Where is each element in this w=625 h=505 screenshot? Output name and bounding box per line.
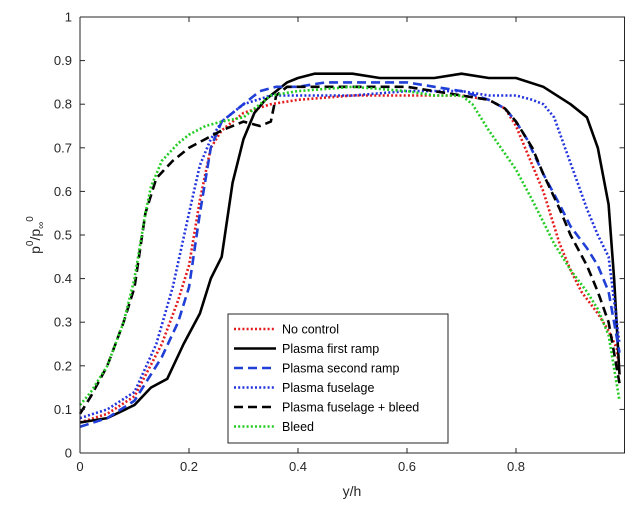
- series-line-2: [79, 72, 621, 424]
- y-axis-label: p0/p∞0: [25, 216, 47, 254]
- series-line-5: [78, 85, 621, 415]
- y-label-sub: /p: [27, 229, 43, 241]
- y-tick-label: 0.1: [54, 402, 72, 417]
- legend-label: Plasma first ramp: [282, 342, 379, 356]
- legend-label: Plasma second ramp: [282, 362, 399, 376]
- y-label-inf: ∞: [36, 222, 47, 229]
- legend-label: No control: [282, 323, 339, 337]
- legend-label: Bleed: [282, 420, 314, 434]
- y-tick-label: 0.3: [54, 315, 72, 330]
- y-tick-label: 1: [65, 10, 72, 25]
- x-tick-label: 0: [76, 459, 83, 474]
- y-tick-label: 0.2: [54, 358, 72, 373]
- y-label-base: p: [27, 246, 43, 254]
- x-axis-label: y/h: [343, 483, 362, 499]
- legend-label: Plasma fuselage: [282, 381, 374, 395]
- x-tick-label: 0.4: [289, 459, 307, 474]
- y-tick-label: 0: [65, 446, 72, 461]
- x-tick-label: 0.6: [398, 459, 416, 474]
- y-tick-label: 0.6: [54, 184, 72, 199]
- y-label-sup-top: 0: [25, 240, 36, 246]
- x-tick-label: 0.2: [180, 459, 198, 474]
- series-line-1: [79, 94, 621, 424]
- y-tick-label: 0.5: [54, 228, 72, 243]
- svg-text:p0/p∞0: p0/p∞0: [25, 216, 47, 254]
- series-layer: [78, 72, 621, 429]
- series-line-3: [79, 81, 621, 429]
- y-tick-label: 0.7: [54, 140, 72, 155]
- ticks-layer: 0 0.2 0.4 0.6 0.8 0 0.1 0.2 0.3 0.4 0.5 0.6 0.7 0.8 0.…: [54, 10, 625, 474]
- y-tick-label: 0.8: [54, 97, 72, 112]
- legend: No control Plasma first ramp Plasma second…: [227, 313, 449, 444]
- series-line-6: [79, 85, 621, 406]
- legend-label: Plasma fuselage + bleed: [282, 401, 419, 415]
- legend-box: [227, 313, 449, 444]
- y-tick-label: 0.9: [54, 53, 72, 68]
- x-tick-label: 0.8: [507, 459, 525, 474]
- series-line-4: [79, 89, 621, 420]
- y-label-sup-bottom: 0: [25, 216, 36, 222]
- y-tick-label: 0.4: [54, 271, 72, 286]
